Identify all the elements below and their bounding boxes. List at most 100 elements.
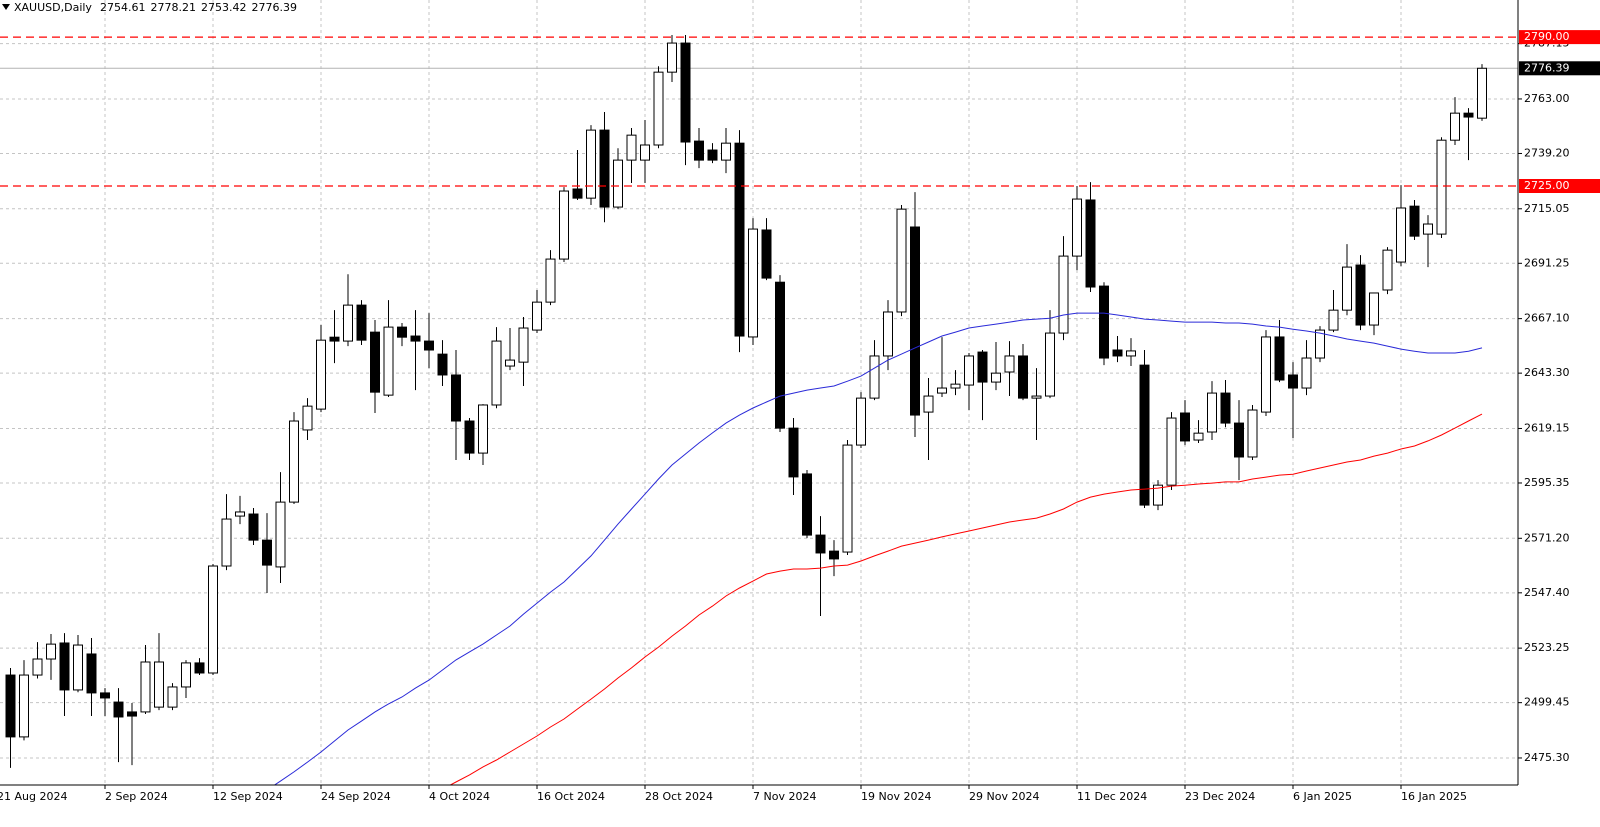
candle-body-bull	[586, 129, 596, 199]
candle-body-bear	[1274, 336, 1285, 381]
x-tick-label: 28 Oct 2024	[645, 790, 713, 803]
y-tick-label: 2571.20	[1524, 531, 1570, 544]
candle-body-bull	[1207, 392, 1217, 433]
candle-body-bear	[59, 642, 70, 691]
candle-body-bull	[1436, 139, 1447, 235]
y-tick-label: 2763.00	[1524, 92, 1570, 105]
candle-body-bull	[856, 397, 866, 446]
candle-body-bull	[208, 565, 218, 674]
candle-body-bull	[221, 518, 232, 567]
candle-body-bull	[167, 686, 178, 708]
candle-body-bull	[1315, 329, 1325, 359]
menu-triangle[interactable]	[2, 4, 10, 10]
candle-body-bull	[1369, 292, 1379, 326]
candle-body-bear	[1220, 392, 1231, 424]
candle-body-bull	[640, 144, 650, 161]
candle-body-bull	[1423, 223, 1433, 235]
y-tick-label: 2619.15	[1524, 421, 1570, 434]
candle-body-bear	[815, 534, 826, 554]
candle-body-bull	[883, 311, 893, 357]
candle-body-bear	[329, 336, 340, 342]
candle-body-bear	[734, 142, 745, 337]
y-tick-label: 2715.05	[1524, 202, 1570, 215]
candle-body-bear	[761, 229, 772, 279]
candle-body-bull	[1301, 357, 1312, 389]
candle-body-bear	[370, 331, 380, 393]
x-tick-label: 4 Oct 2024	[429, 790, 490, 803]
candle-body-bull	[316, 339, 326, 410]
candle-body-bull	[1058, 255, 1069, 334]
candle-body-bear	[775, 281, 785, 429]
candle-body-bull	[383, 326, 394, 396]
candle-body-bear	[5, 674, 16, 738]
candle-body-bear	[248, 513, 259, 541]
candle-body-bull	[1193, 432, 1204, 441]
candle-body-bull	[545, 258, 556, 303]
candle-body-bear	[397, 326, 407, 338]
candle-body-bull	[937, 387, 947, 394]
moving-average-line	[273, 312, 1483, 785]
candle-body-bull	[140, 661, 151, 713]
x-tick-label: 16 Jan 2025	[1401, 790, 1467, 803]
candle-body-bear	[829, 550, 839, 560]
candle-body-bull	[343, 304, 353, 342]
level-tag-label: 2725.00	[1524, 179, 1570, 192]
candle-body-bull	[1477, 67, 1487, 119]
candle-body-bear	[1085, 199, 1096, 288]
header-text: XAUUSD,Daily 2754.61 2778.21 2753.42 2776.39	[14, 1, 297, 14]
candle-body-bear	[1180, 412, 1190, 442]
candle-body-bull	[1166, 417, 1177, 486]
header-low: 2753.42	[201, 1, 247, 14]
candle-body-bull	[302, 405, 313, 431]
current-price-label: 2776.39	[1524, 61, 1570, 74]
candle-body-bull	[923, 395, 934, 413]
candle-body-bear	[1099, 285, 1109, 359]
y-tick-label: 2499.45	[1524, 696, 1570, 709]
candle-body-bull	[667, 42, 677, 73]
header: XAUUSD,Daily 2754.61 2778.21 2753.42 2776.39	[2, 1, 297, 14]
header-close: 2776.39	[251, 1, 297, 14]
candle-body-bull	[491, 340, 502, 406]
candle-body-bull	[289, 420, 299, 503]
x-tick-label: 7 Nov 2024	[753, 790, 816, 803]
candle-body-bull	[1396, 207, 1406, 263]
candle-body-bear	[410, 335, 421, 342]
candle-body-bull	[721, 142, 731, 161]
labels: 2475.30 2499.45 2523.25 2547.40 2571.20 2595.…	[0, 30, 1600, 803]
candle-body-bear	[262, 539, 272, 566]
x-tick-label: 19 Nov 2024	[861, 790, 931, 803]
candle-body-bear	[437, 353, 448, 376]
candle-body-bear	[113, 701, 124, 718]
candle-body-bull	[73, 644, 83, 691]
candle-body-bull	[613, 159, 623, 208]
candle-body-bull	[1153, 484, 1163, 506]
candle-body-bull	[842, 444, 853, 553]
y-tick-label: 2667.10	[1524, 312, 1570, 325]
x-tick-label: 6 Jan 2025	[1293, 790, 1352, 803]
candle-body-bull	[1072, 198, 1082, 257]
candle-body-bear	[451, 374, 461, 422]
candle-body-bull	[896, 208, 907, 313]
candle-body-bear	[1112, 349, 1123, 357]
axes	[0, 0, 1519, 786]
candle-body-bull	[1342, 266, 1352, 311]
candle-body-bull	[275, 501, 286, 568]
candle-body-bear	[1139, 364, 1150, 506]
y-tick-label: 2475.30	[1524, 751, 1570, 764]
level-tag	[1519, 30, 1600, 45]
candle-body-bear	[1355, 264, 1366, 326]
candle-body-bull	[235, 511, 245, 517]
candle-body-bull	[1261, 336, 1271, 413]
candle-body-bull	[1382, 249, 1393, 291]
header-high: 2778.21	[150, 1, 196, 14]
x-tick-label: 29 Nov 2024	[969, 790, 1039, 803]
candle-body-bear	[802, 473, 812, 536]
candle-body-bear	[100, 692, 110, 699]
y-tick-label: 2595.35	[1524, 476, 1570, 489]
candle-body-bear	[1018, 355, 1028, 399]
candle-body-bear	[127, 711, 137, 717]
moving-average-line	[449, 413, 1483, 785]
candle-body-bear	[1409, 205, 1420, 237]
